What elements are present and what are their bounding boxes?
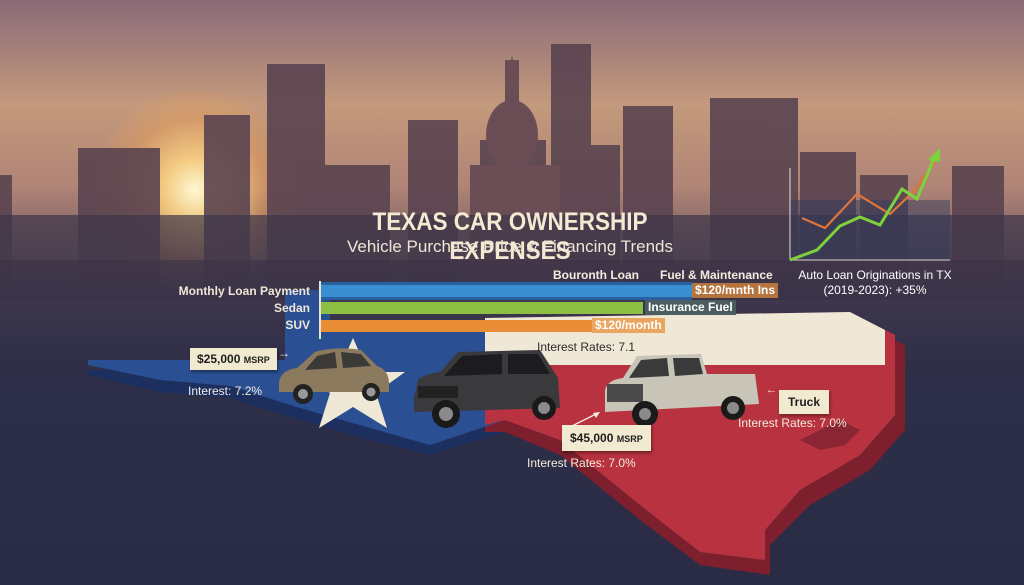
page-subtitle: Vehicle Purchase Price & Financing Trend… <box>346 237 673 256</box>
truck-price-tag: $45,000 MSRP <box>562 425 651 451</box>
sedan-arrow-icon: → <box>278 346 290 360</box>
truck-arrow-icon: ← <box>766 384 777 396</box>
truck-label-tag: Truck <box>779 390 830 414</box>
bar-monthly-loan <box>321 285 692 297</box>
bar-value-suv: $120/month <box>592 318 665 333</box>
page-title: TEXAS CAR OWNERSHIP EXPENSES <box>372 208 648 265</box>
mini-chart-caption-line1: Auto Loan Originations in TX <box>798 268 952 282</box>
suv-interest: Interest Rates: 7.1 <box>537 340 636 354</box>
sedan-interest: Interest: 7.2% <box>188 384 263 398</box>
mini-chart-caption-line2: (2019-2023): +35% <box>823 283 927 297</box>
column-header-fuel: Fuel & Maintenance <box>660 268 773 282</box>
truck-price-arrow-icon <box>567 412 600 429</box>
sedan-car-image <box>279 348 389 404</box>
bar-suv <box>321 320 592 332</box>
suv-car-image <box>414 350 560 428</box>
truck-interest-lower: Interest Rates: 7.0% <box>527 456 636 470</box>
truck-car-image <box>605 354 759 427</box>
sedan-price-tag: $25,000 MSRP <box>190 348 277 370</box>
truck-price-value: $45,000 <box>570 431 614 445</box>
truck-price-suffix: MSRP <box>616 434 643 444</box>
loan-originations-line-chart <box>789 148 950 262</box>
bar-axis <box>319 281 321 339</box>
bar-value-monthly-loan: $120/mnth Ins <box>692 283 779 298</box>
bar-label-sedan: Sedan <box>273 301 310 315</box>
sedan-price-suffix: MSRP <box>243 355 270 365</box>
bar-label-monthly-loan: Monthly Loan Payment <box>178 284 310 298</box>
mini-chart-caption: Auto Loan Originations in TX (2019-2023)… <box>785 268 965 298</box>
sedan-price-value: $25,000 <box>197 352 241 366</box>
truck-interest: Interest Rates: 7.0% <box>738 416 847 430</box>
bar-sedan <box>321 302 643 314</box>
bar-label-suv: SUV <box>285 318 310 332</box>
column-header-loan: Bouronth Loan <box>553 268 639 282</box>
bar-value-sedan: Insurance Fuel <box>645 300 736 315</box>
